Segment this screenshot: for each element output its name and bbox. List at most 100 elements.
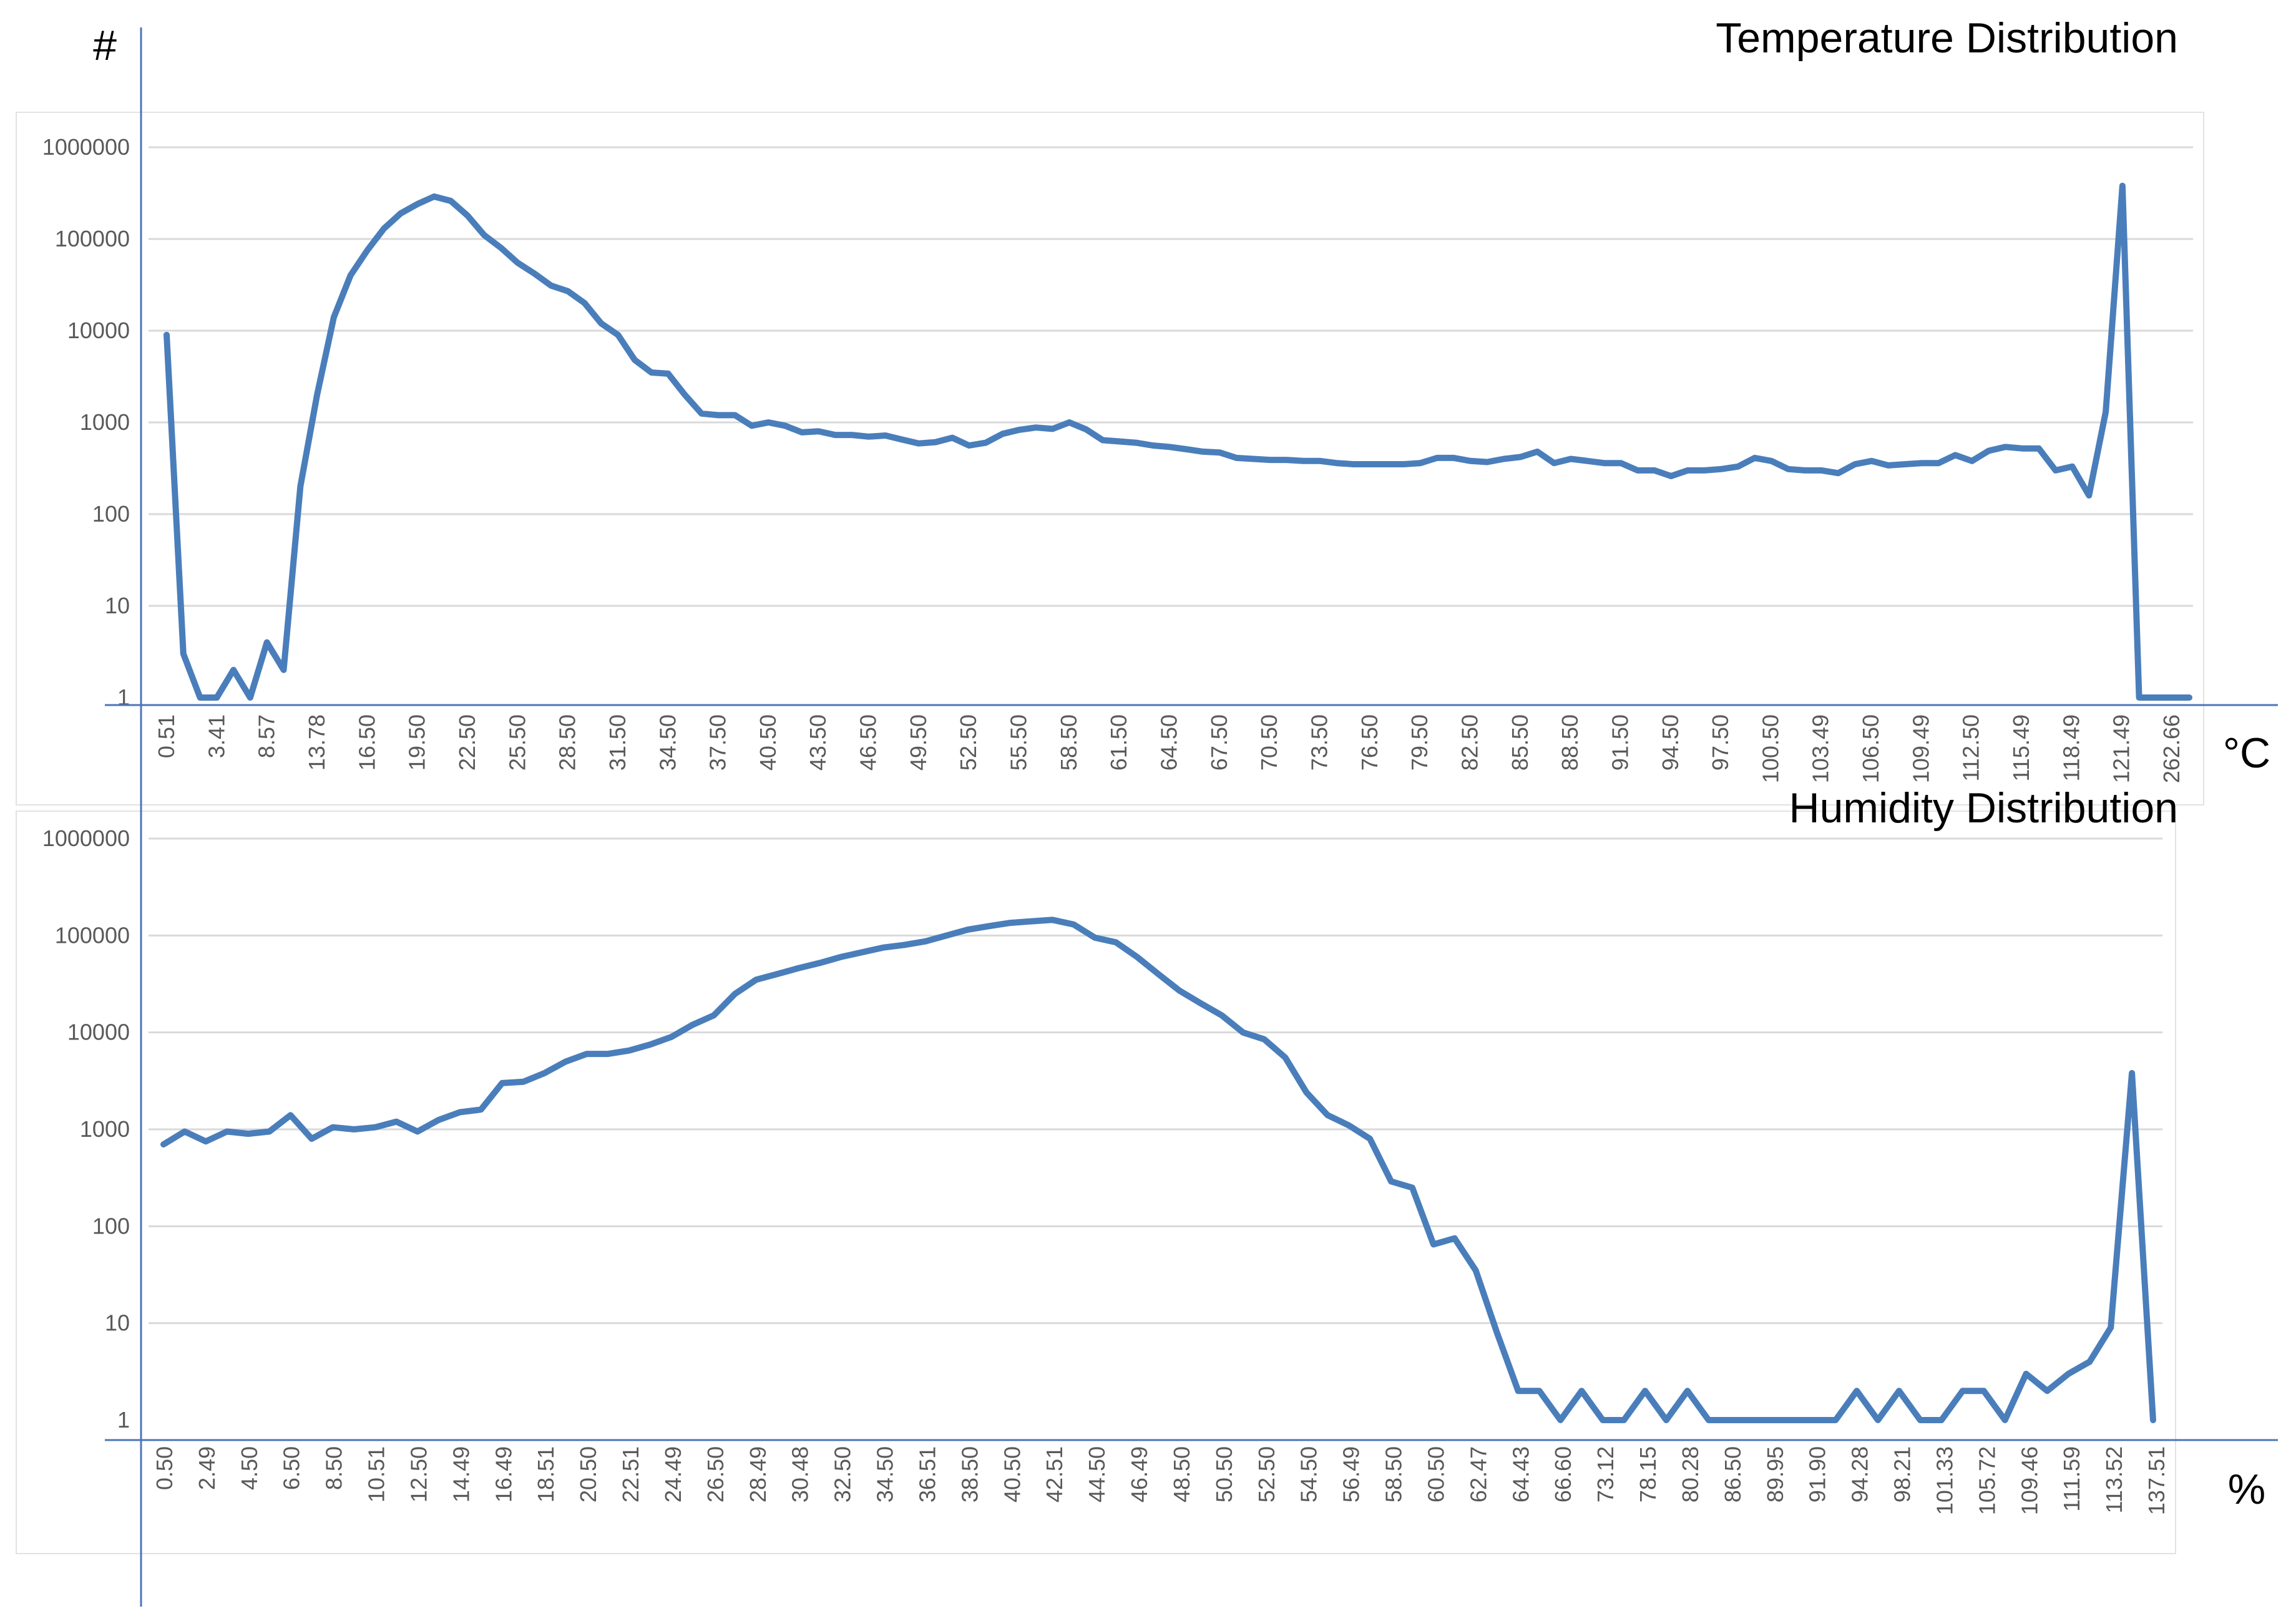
- temperature-x-tick-label: 19.50: [404, 714, 430, 771]
- humidity-y-tick-label: 10000: [67, 1020, 130, 1045]
- temperature-series-line: [164, 182, 2192, 701]
- humidity-x-tick-label: 14.49: [448, 1446, 474, 1502]
- humidity-x-tick-label: 36.51: [914, 1446, 940, 1502]
- temperature-x-tick-label: 118.49: [2058, 714, 2084, 781]
- temperature-x-tick-label: 109.49: [1908, 714, 1933, 783]
- temperature-x-tick-label: 43.50: [805, 714, 831, 771]
- humidity-x-tick-label: 89.95: [1762, 1446, 1788, 1502]
- temperature-x-tick-label: 58.50: [1056, 714, 1082, 771]
- temperature-x-tick-label: 67.50: [1206, 714, 1232, 771]
- temperature-x-tick-label: 22.50: [454, 714, 480, 771]
- humidity-y-tick-label: 1: [117, 1407, 130, 1433]
- humidity-x-tick-label: 46.49: [1126, 1446, 1152, 1502]
- humidity-x-tick-label: 105.72: [1974, 1446, 2000, 1515]
- humidity-x-tick-label: 32.50: [830, 1446, 856, 1502]
- humidity-x-tick-label: 40.50: [999, 1446, 1025, 1502]
- temperature-x-tick-label: 76.50: [1357, 714, 1382, 771]
- temperature-y-tick-label: 1000000: [42, 134, 130, 160]
- humidity-chart: 1 10 100 1000 10000 100000 1000000 0.50 2.49 4.5…: [16, 784, 2278, 1554]
- temperature-y-tick-label: 100000: [55, 226, 130, 251]
- humidity-x-tick-label: 62.47: [1465, 1446, 1491, 1502]
- humidity-x-tick-label: 22.51: [618, 1446, 643, 1502]
- humidity-x-tick-label: 16.49: [491, 1446, 516, 1502]
- humidity-x-tick-label: 8.50: [321, 1446, 347, 1490]
- temperature-x-tick-label: 262.66: [2159, 714, 2184, 783]
- temperature-x-tick-label: 100.50: [1757, 714, 1783, 783]
- temperature-x-tick-label: 55.50: [1006, 714, 1032, 771]
- humidity-x-tick-label: 98.21: [1890, 1446, 1915, 1502]
- humidity-x-tick-label: 137.51: [2144, 1446, 2169, 1515]
- temperature-y-tick-label: 1000: [80, 409, 130, 435]
- temperature-x-tick-label: 82.50: [1457, 714, 1482, 771]
- temperature-chart-frame: [16, 112, 2204, 806]
- temperature-x-tick-label: 49.50: [906, 714, 931, 771]
- humidity-gridlines: [149, 837, 2162, 1325]
- humidity-x-tick-label: 50.50: [1211, 1446, 1237, 1502]
- humidity-x-tick-label: 66.60: [1550, 1446, 1576, 1502]
- humidity-x-tick-label: 12.50: [406, 1446, 431, 1502]
- temperature-x-tick-label: 91.50: [1607, 714, 1633, 771]
- temperature-x-tick-label: 13.78: [304, 714, 330, 771]
- humidity-chart-frame: [16, 810, 2176, 1554]
- temperature-chart-title: Temperature Distribution: [1716, 14, 2178, 62]
- temperature-x-tick-label: 85.50: [1507, 714, 1533, 771]
- temperature-x-tick-label: 25.50: [504, 714, 530, 771]
- temperature-x-tick-label: 8.57: [254, 714, 280, 758]
- temperature-x-tick-label: 70.50: [1256, 714, 1282, 771]
- temperature-x-tick-label: 28.50: [555, 714, 580, 771]
- humidity-x-unit-label: %: [2228, 1466, 2265, 1513]
- temperature-x-tick-label: 97.50: [1707, 714, 1733, 771]
- temperature-x-tick-label: 94.50: [1658, 714, 1683, 771]
- temperature-x-unit-label: °C: [2223, 729, 2270, 777]
- temperature-x-tick-label: 3.41: [203, 714, 229, 758]
- temperature-x-tick-label: 46.50: [856, 714, 881, 771]
- temperature-x-tick-labels: 0.51 3.41 8.57 13.78 16.50 19.50 22.50 25.50 28.…: [154, 714, 2184, 783]
- humidity-x-tick-label: 56.49: [1339, 1446, 1364, 1502]
- temperature-y-tick-label: 10: [105, 593, 130, 618]
- temperature-chart: 1 10 100 1000 10000 100000 1000000 0.51 3.41 8.5…: [16, 14, 2278, 806]
- humidity-x-tick-label: 80.28: [1678, 1446, 1703, 1502]
- humidity-x-tick-label: 6.50: [279, 1446, 305, 1490]
- temperature-x-tick-label: 64.50: [1156, 714, 1182, 771]
- temperature-x-tick-label: 34.50: [655, 714, 680, 771]
- temperature-x-tick-label: 31.50: [605, 714, 630, 771]
- humidity-y-tick-labels: 1 10 100 1000 10000 100000 1000000: [42, 825, 130, 1433]
- humidity-x-tick-label: 42.51: [1042, 1446, 1067, 1502]
- temperature-x-tick-label: 37.50: [705, 714, 731, 771]
- humidity-y-tick-label: 1000: [80, 1116, 130, 1142]
- humidity-x-tick-label: 109.46: [2016, 1446, 2042, 1515]
- humidity-x-tick-label: 54.50: [1296, 1446, 1322, 1502]
- humidity-x-tick-label: 2.49: [194, 1446, 220, 1490]
- humidity-x-tick-label: 78.15: [1635, 1446, 1661, 1502]
- temperature-x-tick-label: 40.50: [755, 714, 781, 771]
- humidity-x-tick-label: 30.48: [788, 1446, 813, 1502]
- y-unit-label: #: [93, 22, 117, 69]
- humidity-x-tick-label: 52.50: [1254, 1446, 1279, 1502]
- humidity-x-tick-label: 111.59: [2059, 1446, 2084, 1512]
- temperature-x-tick-label: 52.50: [955, 714, 981, 771]
- humidity-x-tick-label: 24.49: [660, 1446, 686, 1502]
- humidity-x-tick-label: 48.50: [1169, 1446, 1194, 1502]
- temperature-x-tick-label: 115.49: [2008, 714, 2034, 781]
- humidity-x-tick-label: 94.28: [1847, 1446, 1873, 1502]
- humidity-x-tick-label: 28.49: [745, 1446, 771, 1502]
- humidity-x-tick-label: 34.50: [872, 1446, 898, 1502]
- temperature-y-tick-labels: 1 10 100 1000 10000 100000 1000000: [42, 134, 130, 710]
- humidity-x-tick-label: 113.52: [2101, 1446, 2127, 1513]
- temperature-x-tick-label: 0.51: [154, 714, 179, 758]
- temperature-x-tick-label: 16.50: [354, 714, 379, 771]
- humidity-x-tick-label: 91.90: [1805, 1446, 1830, 1502]
- humidity-x-tick-label: 44.50: [1084, 1446, 1110, 1502]
- temperature-y-tick-label: 100: [92, 501, 130, 527]
- humidity-series-line: [160, 917, 2156, 1423]
- humidity-x-tick-label: 60.50: [1423, 1446, 1448, 1502]
- humidity-x-tick-label: 86.50: [1720, 1446, 1746, 1502]
- temperature-x-tick-label: 103.49: [1808, 714, 1834, 783]
- temperature-x-tick-label: 88.50: [1557, 714, 1583, 771]
- humidity-x-tick-label: 38.50: [957, 1446, 982, 1502]
- humidity-x-tick-label: 101.33: [1932, 1446, 1957, 1515]
- humidity-chart-title: Humidity Distribution: [1789, 784, 2178, 832]
- temperature-x-tick-label: 61.50: [1106, 714, 1131, 771]
- humidity-y-tick-label: 100000: [55, 922, 130, 948]
